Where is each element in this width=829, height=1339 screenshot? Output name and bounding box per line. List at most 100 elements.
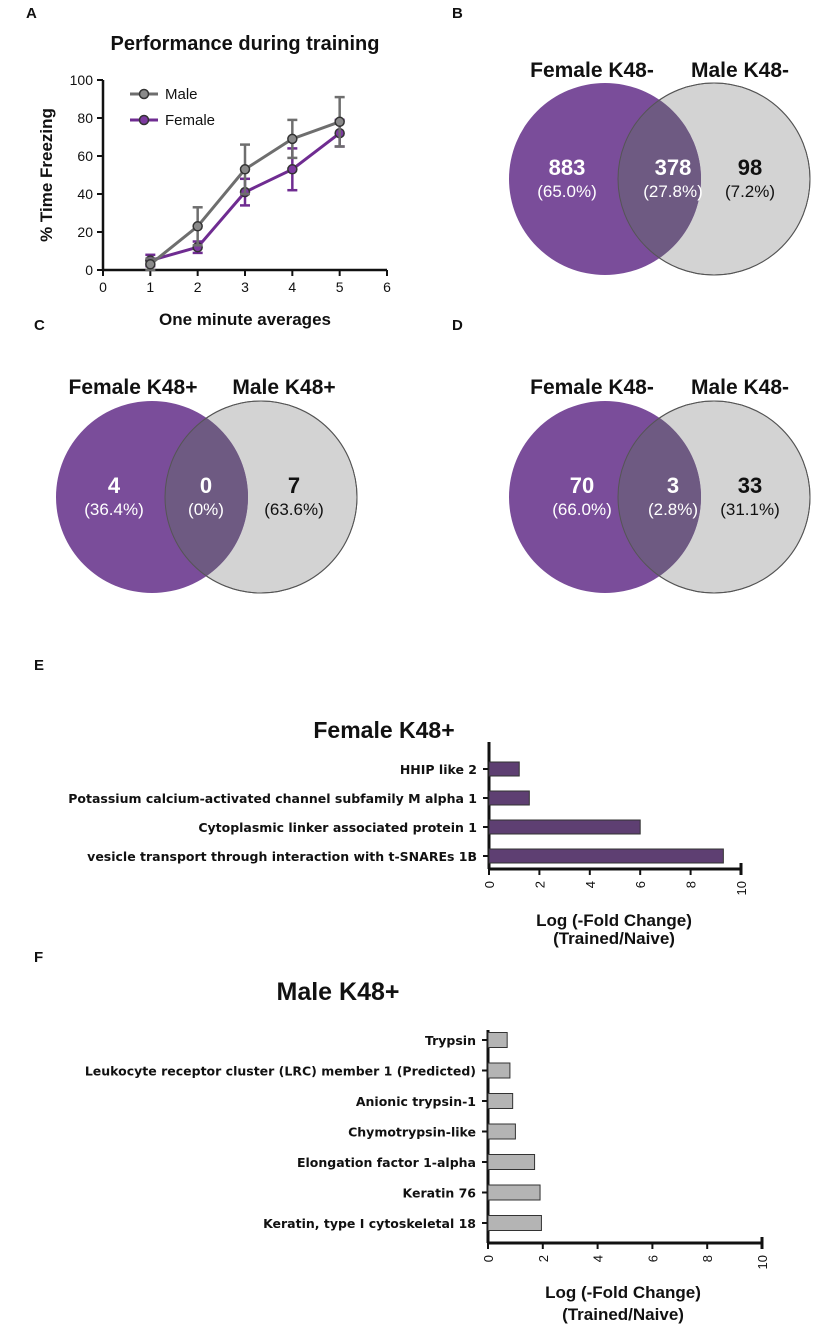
venn-count-overlap: 0 [200,473,212,498]
panel-label-e: E [34,657,44,674]
bar [488,790,530,806]
x-axis-label: Log (-Fold Change) [536,911,692,930]
venn-percent-female-only: (66.0%) [552,500,612,519]
chart-title: Male K48+ [277,978,400,1006]
y-tick-label: 100 [70,72,94,88]
data-point [334,116,345,128]
x-tick-label: 10 [734,881,749,895]
category-label: Trypsin [425,1033,476,1048]
legend-label-male: Male [165,86,198,103]
category-label: Potassium calcium-activated channel subf… [68,791,477,806]
x-axis-label-2: (Trained/Naive) [553,929,675,948]
category-label: Keratin 76 [403,1186,477,1201]
bar [487,1123,516,1140]
venn-outline-male [617,82,811,276]
venn-percent-overlap: (2.8%) [648,500,698,519]
y-tick-label: 0 [85,262,93,278]
x-tick-label: 6 [633,881,648,888]
venn-count-overlap: 3 [667,473,679,498]
x-axis-label-2: (Trained/Naive) [562,1305,684,1324]
category-label: Leukocyte receptor cluster (LRC) member … [85,1064,476,1079]
venn-overlap [165,401,248,593]
x-tick-label: 2 [194,279,202,295]
venn-d: Female K48- Male K48- 70 (66.0%) 3 (2.8%) 33 (3… [509,376,811,594]
x-tick-label: 2 [536,1255,551,1262]
category-label: Keratin, type I cytoskeletal 18 [263,1216,476,1231]
venn-percent-female-only: (65.0%) [537,182,597,201]
venn-set-label-male: Male K48- [691,59,789,82]
data-point [287,164,298,175]
bar [487,1062,511,1079]
venn-c: Female K48+ Male K48+ 4 (36.4%) 0 (0%) 7 (63.6%… [56,376,358,594]
x-tick-label: 4 [583,881,598,888]
bar [488,761,520,777]
venn-outline-male [164,400,358,594]
venn-count-female-only: 70 [570,473,594,498]
bar-chart-e: Female K48+ HHIP like 2 Potassium calcium-… [68,717,749,948]
venn-percent-male-only: (63.6%) [264,500,324,519]
x-tick-label: 0 [481,1255,496,1262]
data-point [239,164,251,175]
series-male [145,95,345,272]
venn-set-label-male: Male K48- [691,376,789,399]
venn-count-female-only: 4 [108,473,121,498]
venn-overlap [618,83,701,275]
bar [487,1215,542,1231]
venn-percent-female-only: (36.4%) [84,500,144,519]
y-tick-label: 20 [77,224,93,240]
bar [487,1032,508,1048]
venn-set-label-female: Female K48- [530,376,654,399]
data-point [287,133,298,145]
legend-label-female: Female [165,112,215,129]
venn-count-male-only: 98 [738,155,762,180]
venn-percent-overlap: (0%) [188,500,224,519]
x-tick-label: 0 [482,881,497,888]
venn-count-male-only: 7 [288,473,300,498]
venn-set-label-female: Female K48- [530,59,654,82]
category-label: HHIP like 2 [400,762,477,777]
chart-title: Performance during training [111,33,380,55]
x-tick-label: 4 [591,1255,606,1262]
x-tick-label: 1 [146,279,154,295]
category-label: Anionic trypsin-1 [356,1094,476,1109]
x-tick-label: 0 [99,279,107,295]
x-tick-label: 3 [241,279,249,295]
y-axis-label: % Time Freezing [37,108,56,242]
venn-count-overlap: 378 [655,155,692,180]
x-tick-label: 5 [336,279,344,295]
data-point [192,221,203,232]
x-tick-label: 8 [700,1255,715,1262]
category-label: Chymotrypsin-like [348,1125,476,1140]
x-tick-label: 4 [288,279,296,295]
venn-b: Female K48- Male K48- 883 (65.0%) 378 (27.8%)… [509,59,811,276]
venn-outline-male [617,400,811,594]
x-tick-label: 10 [755,1255,770,1269]
bar [487,1184,541,1201]
bar [487,1093,514,1109]
chart-title: Female K48+ [313,717,454,743]
legend-marker [138,88,150,100]
panel-label-d: D [452,317,463,334]
category-label: vesicle transport through interaction wi… [87,849,477,864]
x-axis-label: Log (-Fold Change) [545,1283,701,1302]
bar [488,848,724,864]
panel-label-b: B [452,5,463,22]
category-label: Elongation factor 1-alpha [297,1155,476,1170]
x-tick-label: 6 [383,279,391,295]
panel-label-f: F [34,949,43,966]
panel-label-c: C [34,317,45,334]
venn-percent-overlap: (27.8%) [643,182,703,201]
y-tick-label: 60 [77,148,93,164]
x-tick-label: 6 [645,1255,660,1262]
x-axis-label: One minute averages [159,310,331,329]
y-tick-label: 40 [77,186,93,202]
legend: Male Female [130,86,215,129]
venn-overlap [618,401,701,593]
legend-marker [138,114,150,126]
bar-chart-f: Male K48+ Trypsin Leukocyte receptor clust… [85,978,770,1324]
bar [487,1154,536,1170]
venn-count-female-only: 883 [549,155,586,180]
venn-set-label-male: Male K48+ [232,376,335,399]
venn-percent-male-only: (7.2%) [725,182,775,201]
